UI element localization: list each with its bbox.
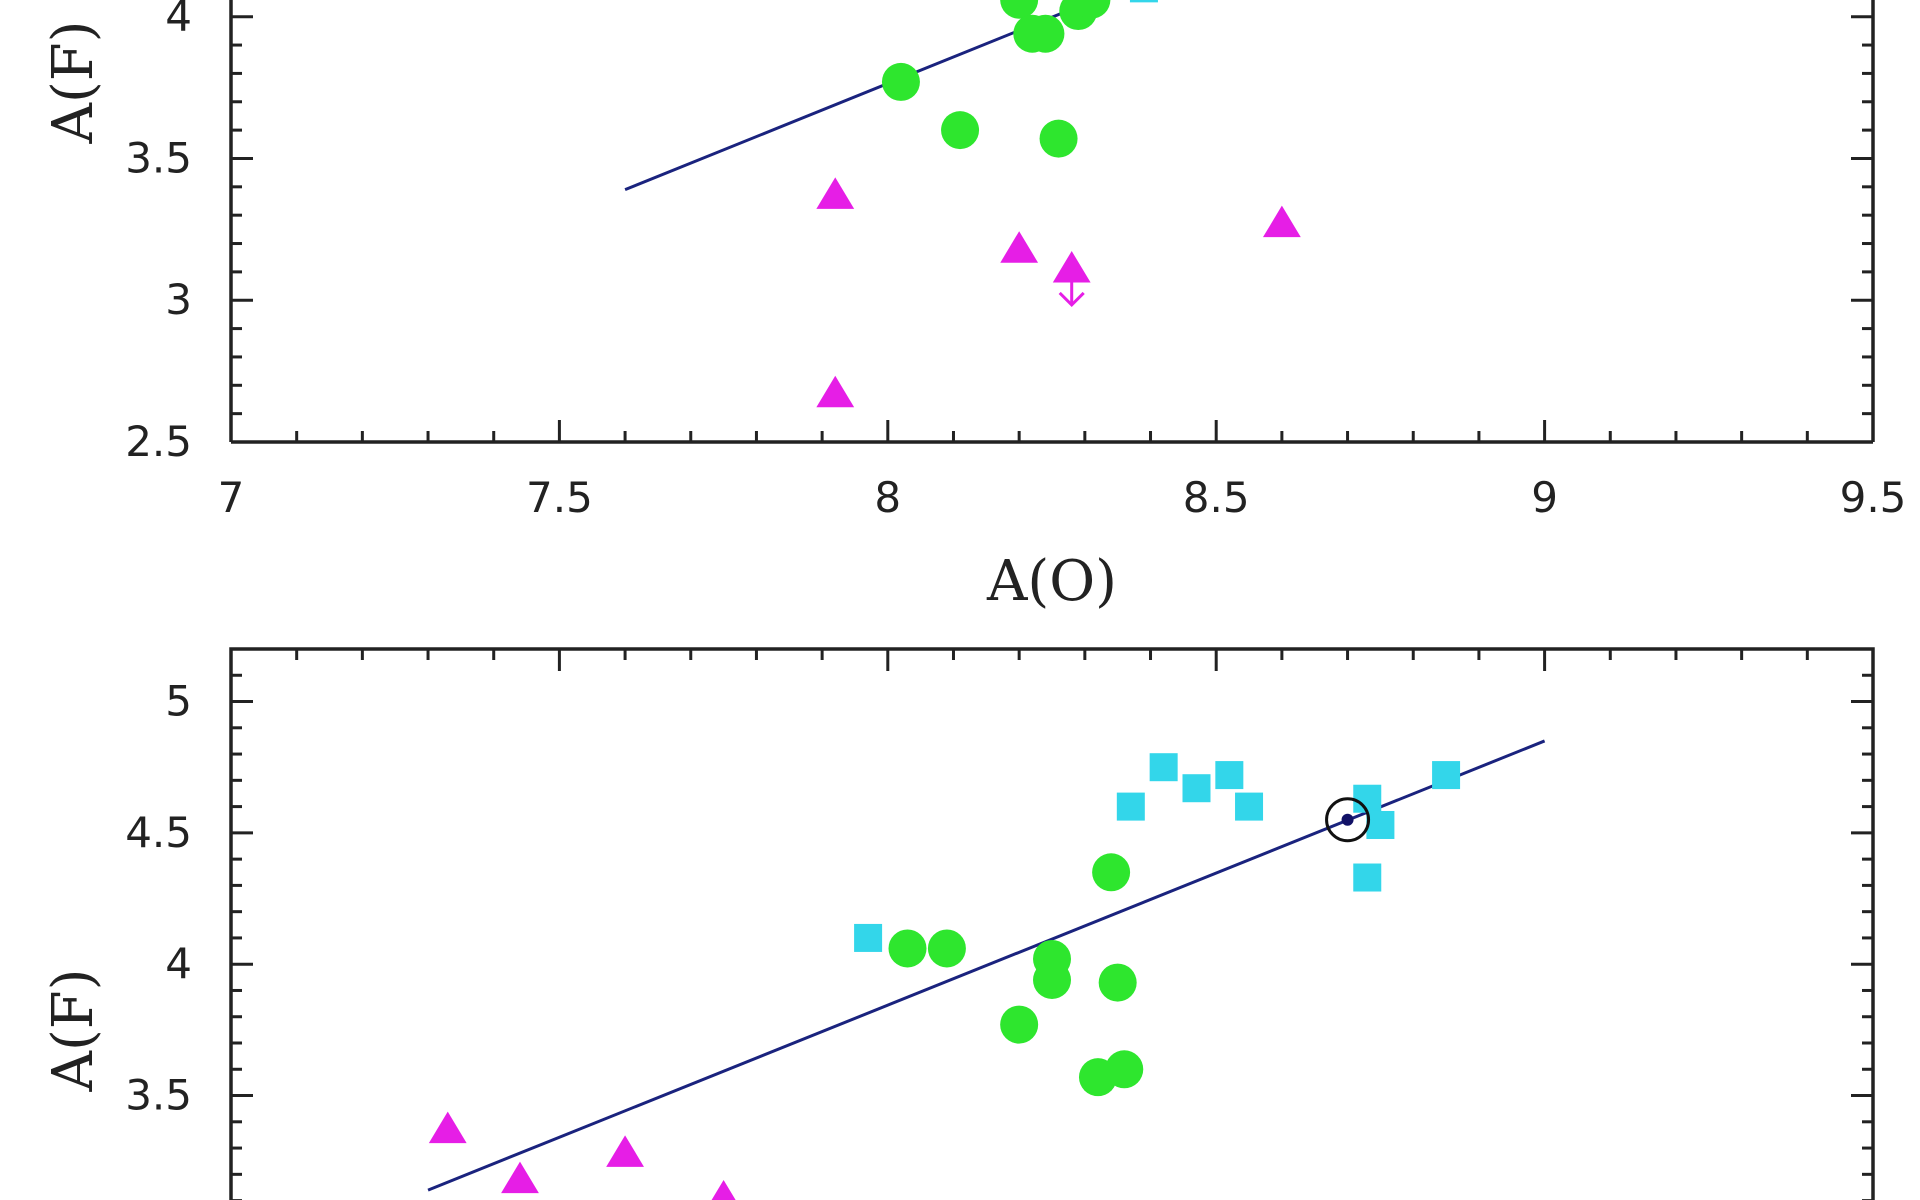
- y-tick-label: 4: [165, 939, 192, 988]
- y-tick-label: 5: [165, 677, 192, 726]
- square-point: [1129, 0, 1158, 3]
- bottom-y-axis-label: A(F): [41, 969, 106, 1093]
- circle-point: [1105, 1050, 1144, 1089]
- square-point: [1235, 792, 1264, 821]
- sun-symbol-dot: [1341, 813, 1354, 826]
- square-point: [1215, 761, 1244, 790]
- x-tick-label: 8.5: [1183, 473, 1250, 522]
- y-tick-label: 2.5: [125, 417, 192, 466]
- y-tick-label: 4.5: [125, 808, 192, 857]
- circle-point: [1098, 963, 1137, 1002]
- bottom-panel-frame: [229, 647, 1875, 1200]
- sun-symbol-ring: [1325, 797, 1371, 843]
- fit-line: [427, 739, 1546, 1192]
- upper-limit-arrow-head: [1058, 291, 1085, 308]
- triangle-point: [606, 1135, 644, 1167]
- y-tick-label: 3: [165, 275, 192, 324]
- triangle-point: [1262, 205, 1301, 238]
- triangle-point: [816, 177, 855, 209]
- square-point: [1116, 792, 1145, 821]
- triangle-point: [711, 1179, 736, 1200]
- square-point: [854, 923, 883, 952]
- square-point: [1366, 810, 1395, 839]
- circle-point: [888, 929, 927, 968]
- triangle-point: [1000, 231, 1039, 263]
- circle-point: [1026, 14, 1065, 53]
- x-tick-label: 8: [874, 473, 901, 522]
- bottom-panel-ticks: [229, 647, 1875, 1200]
- y-tick-label: 3.5: [125, 133, 192, 182]
- circle-point: [881, 62, 920, 101]
- x-tick-label: 7: [218, 473, 245, 522]
- x-tick-label: 9.5: [1840, 473, 1907, 522]
- top-y-axis-label: A(F): [41, 21, 106, 145]
- y-tick-label: 4: [165, 0, 192, 41]
- circle-point: [1092, 853, 1131, 892]
- top-panel-x-tick-labels: 7 7.5 8 8.5 9 9.5: [218, 473, 1907, 522]
- circle-point: [1000, 1005, 1039, 1044]
- top-panel-marks: [624, 0, 1301, 408]
- circle-point: [1072, 0, 1111, 19]
- circle-point: [1033, 960, 1071, 999]
- circle-point: [1000, 0, 1039, 19]
- circle-point: [1039, 119, 1078, 158]
- bottom-panel: 3.5 4 4.5 5 A(F): [41, 647, 1875, 1200]
- triangle-point: [1052, 251, 1091, 283]
- triangle-point: [501, 1161, 539, 1194]
- square-point: [1149, 753, 1178, 782]
- top-panel: 2.5 3 3.5 4 7 7.5 8 8.5 9 9.5 A(O) A(F): [41, 0, 1906, 614]
- x-tick-label: 7.5: [526, 473, 593, 522]
- square-point: [1182, 774, 1211, 803]
- x-tick-label: 9: [1531, 473, 1558, 522]
- x-axis-label: A(O): [986, 549, 1117, 614]
- top-panel-ticks: [229, 15, 1875, 444]
- square-point: [1353, 863, 1382, 892]
- circle-point: [941, 111, 980, 150]
- top-panel-y-tick-labels: 2.5 3 3.5 4: [125, 0, 192, 466]
- circle-point: [927, 929, 966, 968]
- triangle-point: [428, 1111, 467, 1144]
- bottom-panel-marks: [427, 739, 1546, 1200]
- square-point: [1432, 761, 1461, 790]
- square-point: [1353, 784, 1382, 813]
- y-tick-label: 3.5: [125, 1071, 192, 1120]
- triangle-point: [816, 375, 855, 408]
- bottom-panel-y-tick-labels: 3.5 4 4.5 5: [125, 677, 192, 1120]
